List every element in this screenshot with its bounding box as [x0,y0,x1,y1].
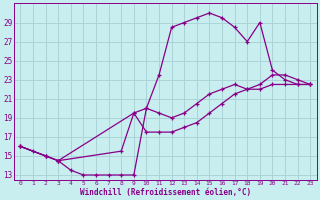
X-axis label: Windchill (Refroidissement éolien,°C): Windchill (Refroidissement éolien,°C) [80,188,251,197]
